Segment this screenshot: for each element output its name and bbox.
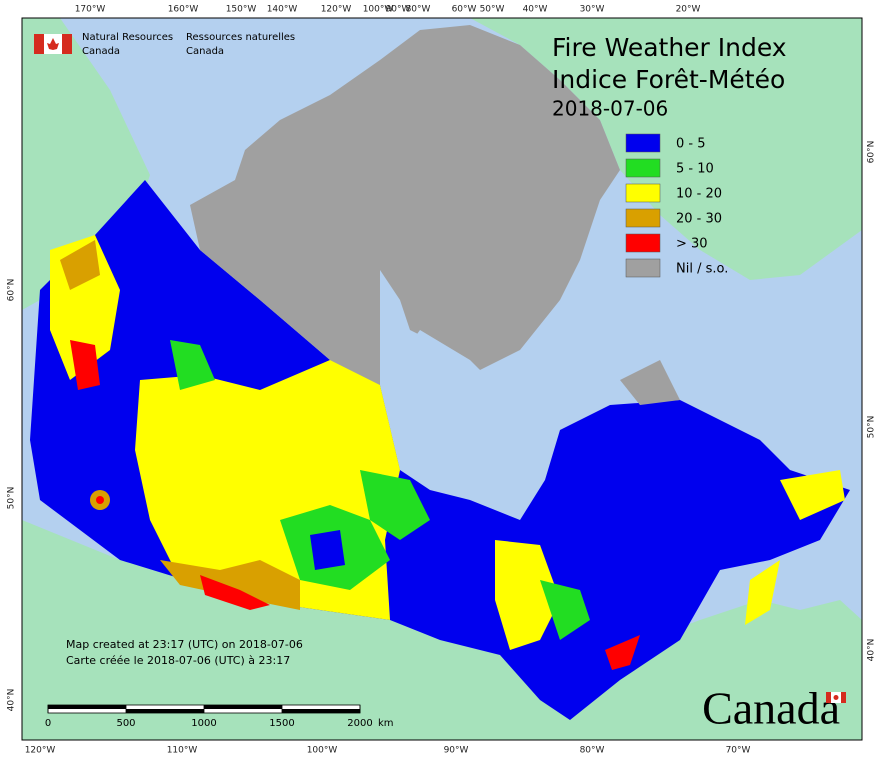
graticule-label: 50°W — [480, 5, 505, 15]
moderate-patch — [170, 340, 215, 390]
arctic-nil — [190, 25, 620, 385]
flag-bar — [62, 34, 72, 54]
moderate-patch — [540, 580, 590, 640]
graticule-label: 150°W — [226, 5, 257, 15]
low-patch — [310, 530, 345, 570]
scale-bar-segment — [48, 705, 126, 709]
graticule-label: 120°W — [25, 746, 56, 756]
graticule-label: 100°W — [363, 5, 394, 15]
legend-label: 0 - 5 — [676, 137, 706, 152]
maple-leaf — [833, 695, 839, 700]
newfoundland-high — [780, 470, 845, 520]
scale-label: 0 — [45, 718, 51, 729]
flag-bar — [826, 692, 831, 703]
graticule-label: 60°N — [867, 141, 877, 164]
graticule-label: 40°N — [867, 639, 877, 662]
map-frame — [21, 17, 863, 741]
graticule-label: 80°W — [580, 746, 605, 756]
greenland — [470, 18, 862, 280]
legend-swatch — [625, 208, 661, 228]
org-fr: Canada — [186, 46, 224, 57]
graticule-label: 70°W — [726, 746, 751, 756]
extreme-band — [200, 575, 270, 610]
flag-bar — [34, 34, 44, 54]
note: Map created at 23:17 (UTC) on 2018-07-06 — [66, 638, 303, 651]
labrador-nil — [620, 360, 680, 405]
legend-swatch — [625, 133, 661, 153]
scale-bar-segment — [126, 709, 204, 713]
legend-label: > 30 — [676, 237, 708, 252]
org-en: Natural Resources — [82, 32, 173, 43]
wordmark: Canada — [702, 683, 840, 734]
graticule-label: 100°W — [307, 746, 338, 756]
graticule-label: 110°W — [167, 746, 198, 756]
nova-scotia-high — [745, 560, 780, 625]
graticule-label: 90°W — [444, 746, 469, 756]
extreme-patch — [96, 496, 104, 504]
org-en: Canada — [82, 46, 120, 57]
very-high-band — [160, 560, 300, 610]
united-states — [22, 520, 862, 740]
legend-swatch — [625, 258, 661, 278]
org-fr: Ressources naturelles — [186, 32, 295, 43]
scale-label: 2000 — [347, 718, 372, 729]
title-date: 2018-07-06 — [552, 97, 668, 121]
ontario-high — [495, 540, 560, 650]
scale-label: 1000 — [191, 718, 216, 729]
graticule-label: 90°W — [386, 5, 411, 15]
graticule-label: 30°W — [580, 5, 605, 15]
graticule-label: 60°W — [452, 5, 477, 15]
scale-bar-segment — [282, 709, 360, 713]
title-en: Fire Weather Index — [552, 33, 787, 62]
scale-label: 1500 — [269, 718, 294, 729]
legend-label: 5 - 10 — [676, 162, 714, 177]
legend-label: 10 - 20 — [676, 187, 722, 202]
graticule-label: 80°W — [406, 5, 431, 15]
maple-leaf — [47, 38, 59, 50]
graticule-label: 60°N — [7, 279, 17, 302]
legend-swatch — [625, 158, 661, 178]
title-fr: Indice Forêt-Météo — [552, 65, 785, 94]
extreme-patch — [70, 340, 100, 390]
extreme-patch — [605, 635, 640, 670]
legend-swatch — [625, 183, 661, 203]
graticule-label: 40°N — [7, 689, 17, 712]
graticule-label: 120°W — [321, 5, 352, 15]
legend-swatch — [625, 233, 661, 253]
scale-label: 500 — [116, 718, 135, 729]
legend-label: 20 - 30 — [676, 212, 722, 227]
graticule-label: 20°W — [676, 5, 701, 15]
hudson-bay — [380, 330, 500, 470]
graticule-label: 50°N — [867, 416, 877, 439]
note: Carte créée le 2018-07-06 (UTC) à 23:17 — [66, 654, 290, 667]
alaska — [22, 18, 150, 310]
graticule-label: 160°W — [168, 5, 199, 15]
graticule-label: 140°W — [267, 5, 298, 15]
flag-bar — [841, 692, 846, 703]
very-high-patch — [60, 240, 100, 290]
moderate-patch — [360, 470, 430, 540]
graticule-label: 170°W — [75, 5, 106, 15]
graticule-label: 40°W — [523, 5, 548, 15]
legend-label: Nil / s.o. — [676, 262, 728, 277]
scale-unit: km — [378, 718, 394, 729]
scale-bar-segment — [204, 705, 282, 709]
graticule-label: 50°N — [7, 487, 17, 510]
